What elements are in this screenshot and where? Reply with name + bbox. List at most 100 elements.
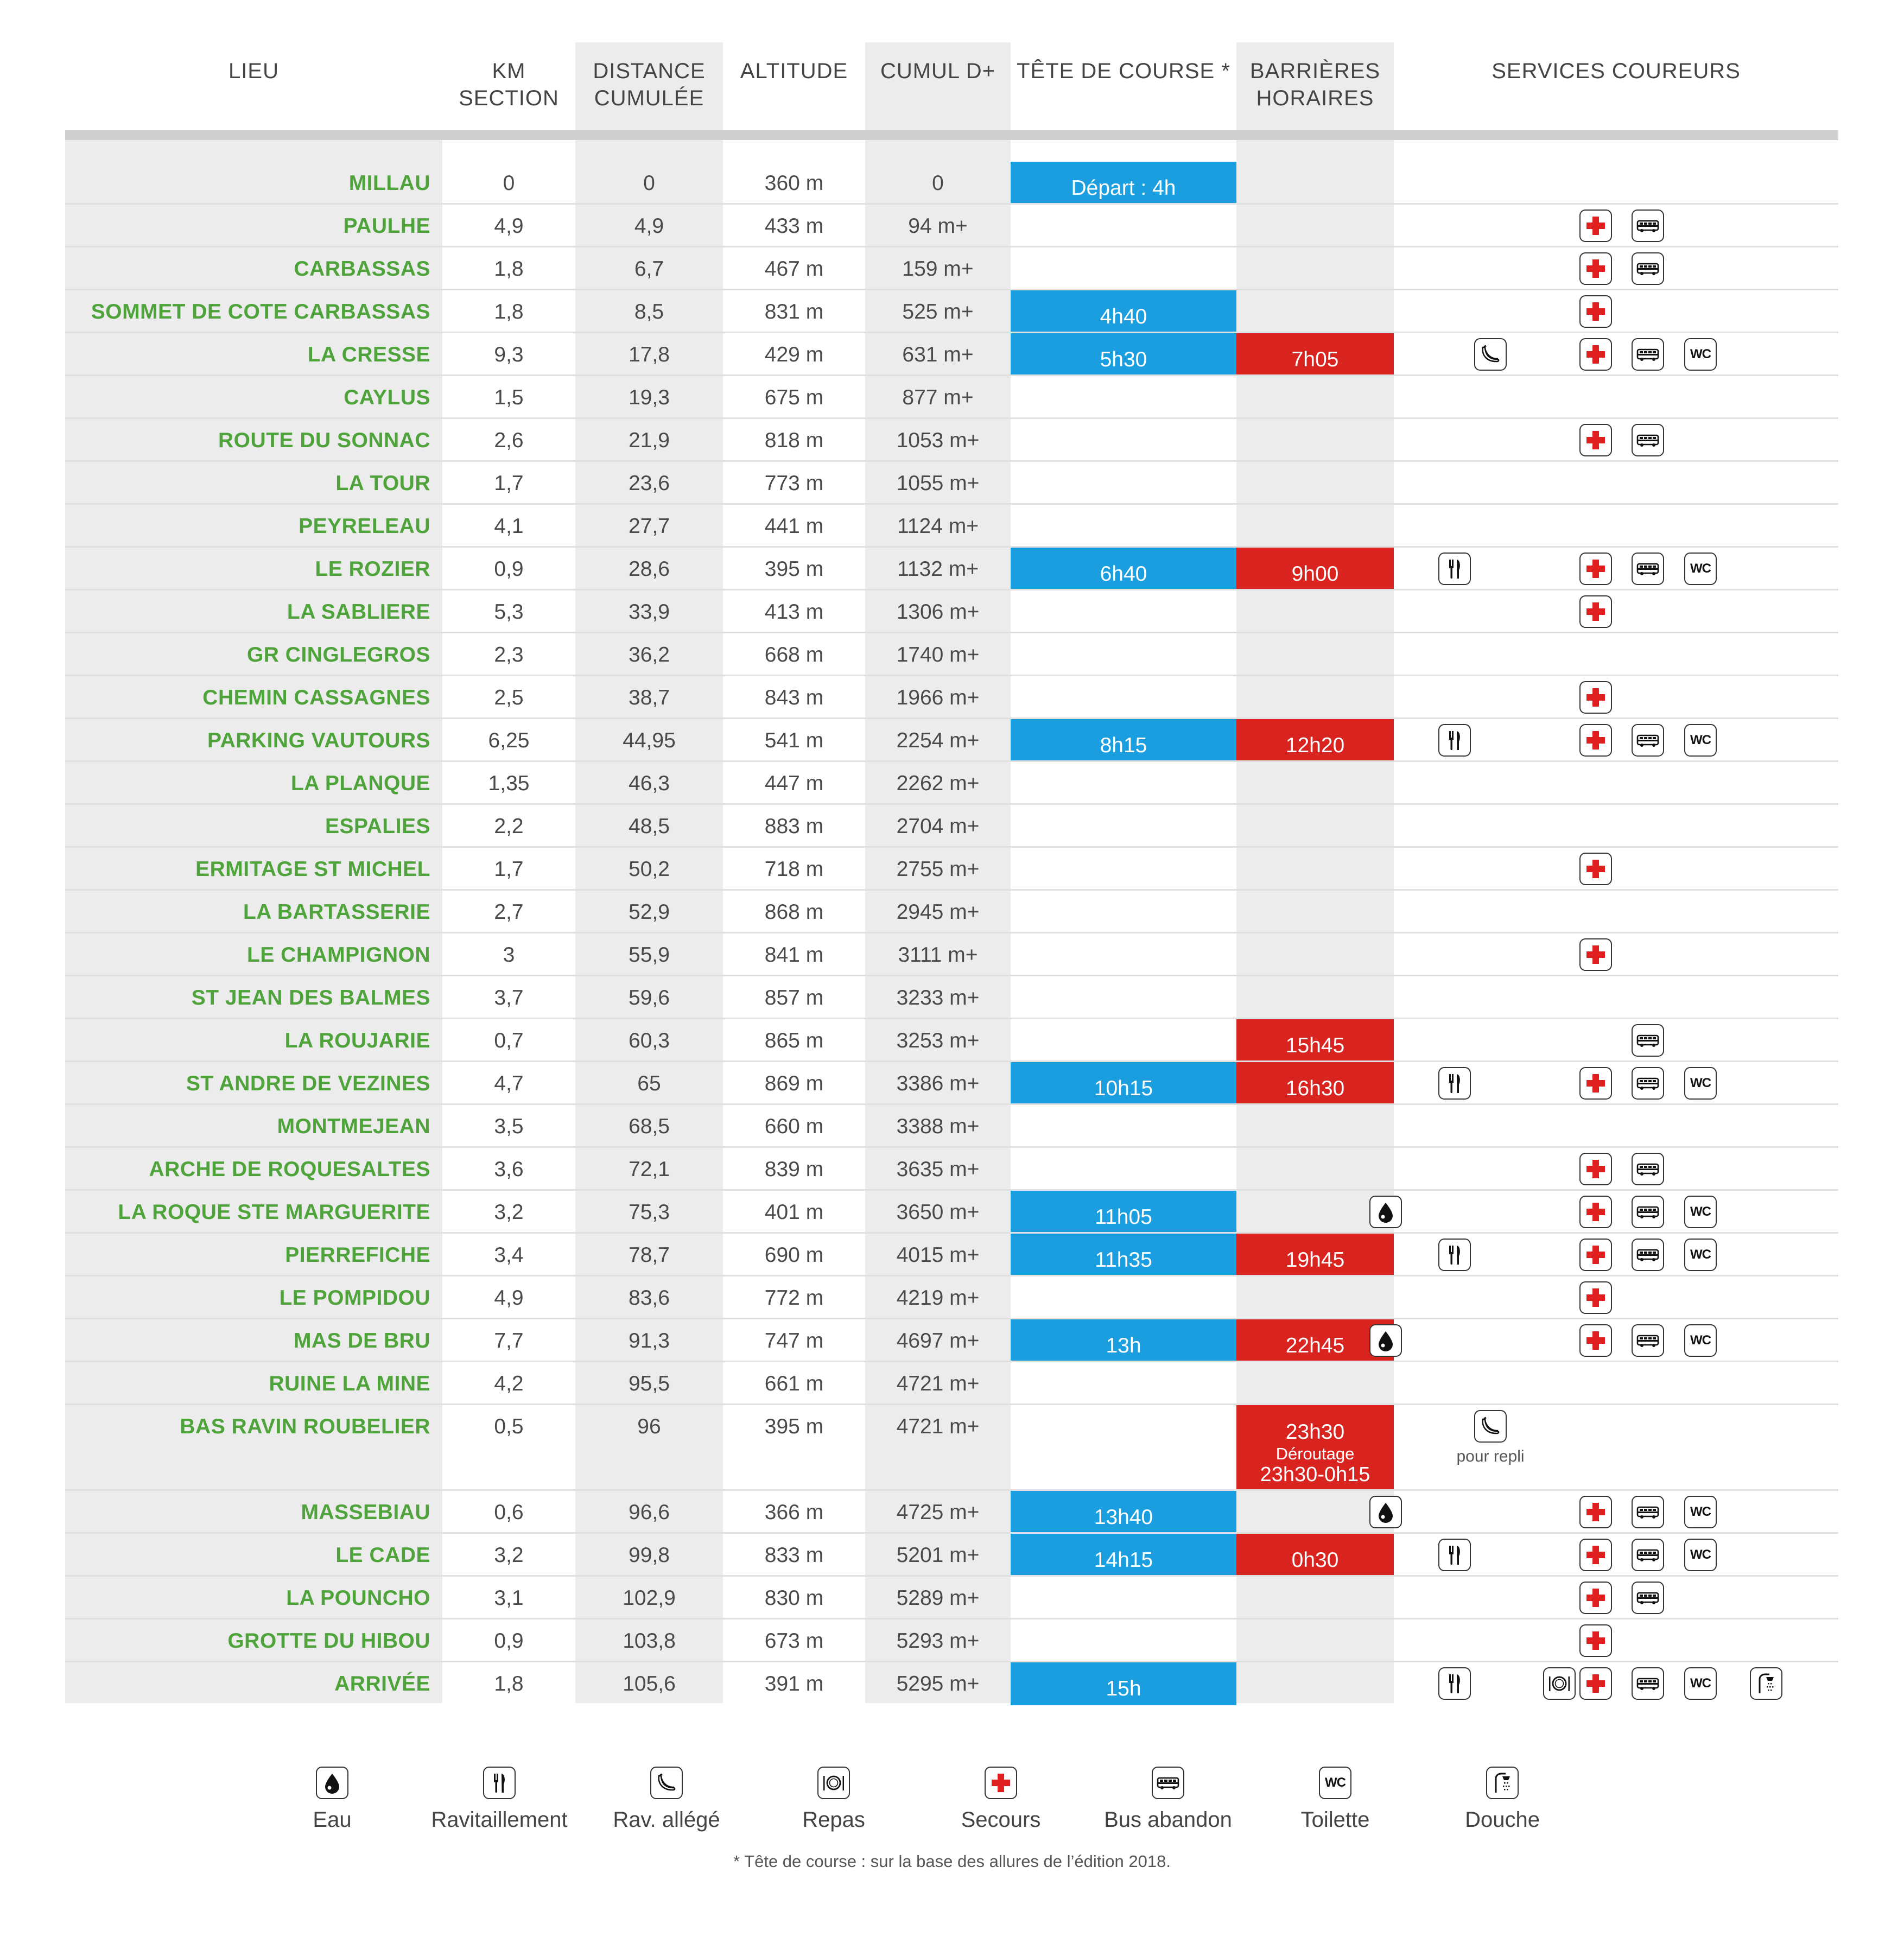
km-section-cell: 1,8: [494, 300, 524, 323]
secours-icon: [1579, 252, 1612, 285]
cumul-cell: 159 m+: [902, 257, 974, 281]
secours-icon: [1579, 1196, 1612, 1228]
tete-de-course-cell: [1011, 1276, 1236, 1319]
altitude-cell: 401 m: [764, 1201, 824, 1224]
distance-cell: 78,7: [629, 1243, 670, 1267]
secours-icon: [1579, 295, 1612, 328]
tete-de-course-time: 13h40: [1094, 1505, 1153, 1529]
wc-icon: WC: [1684, 1539, 1717, 1571]
distance-cell: 96: [637, 1415, 661, 1438]
altitude-cell: 718 m: [764, 858, 824, 881]
row-divider: [65, 675, 1838, 676]
distance-cell: 48,5: [629, 815, 670, 838]
distance-cell: 59,6: [629, 986, 670, 1009]
header-km-section: KM SECTION: [459, 59, 559, 110]
km-section-cell: 2,2: [494, 815, 524, 838]
barriere-time: 16h30: [1285, 1076, 1345, 1100]
allege-icon: [1474, 338, 1507, 371]
ravito-icon: [1438, 552, 1471, 585]
distance-cell: 95,5: [629, 1372, 670, 1395]
barriere-horaire-cell: [1236, 1105, 1394, 1148]
douche-icon: [1750, 1667, 1782, 1700]
tete-de-course-cell: 8h15: [1011, 719, 1236, 762]
row-divider: [65, 760, 1838, 762]
lieu-cell: LA SABLIERE: [287, 600, 430, 624]
table-header: LIEU KM SECTION DISTANCE CUMULÉE ALTITUD…: [65, 42, 1838, 130]
distance-cell: 28,6: [629, 557, 670, 581]
cumul-cell: 525 m+: [902, 300, 974, 323]
table-row: ESPALIES 2,2 48,5 883 m 2704 m+: [65, 805, 1838, 848]
wc-text: WC: [1690, 1333, 1711, 1348]
row-divider: [65, 1103, 1838, 1105]
barriere-horaire-cell: [1236, 805, 1394, 848]
altitude-cell: 830 m: [764, 1586, 824, 1610]
table-row: CHEMIN CASSAGNES 2,5 38,7 843 m 1966 m+: [65, 676, 1838, 719]
barriere-time: 12h20: [1285, 733, 1345, 757]
lieu-cell: LE ROZIER: [315, 557, 430, 581]
barriere-horaire-cell: 19h45: [1236, 1234, 1394, 1276]
secours-icon: [1579, 595, 1612, 628]
km-section-cell: 3,4: [494, 1243, 524, 1267]
altitude-cell: 395 m: [764, 557, 824, 581]
lieu-cell: GR CINGLEGROS: [246, 643, 430, 666]
distance-cell: 6,7: [634, 257, 664, 281]
table-row: SOMMET DE COTE CARBASSAS 1,8 8,5 831 m 525 m…: [65, 290, 1838, 333]
wc-text: WC: [1690, 1676, 1711, 1691]
row-divider: [65, 1060, 1838, 1062]
table-row: RUINE LA MINE 4,2 95,5 661 m 4721 m+: [65, 1362, 1838, 1405]
row-divider: [65, 203, 1838, 205]
table-row: LA CRESSE 9,3 17,8 429 m 631 m+ 5h30 7h05 WC: [65, 333, 1838, 376]
bus-icon: [1632, 1239, 1664, 1271]
secours-icon: [1579, 1067, 1612, 1100]
barriere-time: 23h30: [1285, 1420, 1345, 1444]
altitude-cell: 429 m: [764, 343, 824, 366]
table-row: MASSEBIAU 0,6 96,6 366 m 4725 m+ 13h40 WC: [65, 1491, 1838, 1534]
altitude-cell: 395 m: [764, 1415, 824, 1438]
bus-icon: [1632, 209, 1664, 242]
km-section-cell: 4,7: [494, 1072, 524, 1095]
distance-cell: 33,9: [629, 600, 670, 624]
barriere-horaire-cell: [1236, 1362, 1394, 1405]
ravito-icon: [1438, 1067, 1471, 1100]
distance-cell: 52,9: [629, 900, 670, 924]
barriere-horaire-cell: [1236, 290, 1394, 333]
row-divider: [65, 589, 1838, 590]
column-bg-lieu: [65, 140, 442, 1703]
distance-cell: 27,7: [629, 515, 670, 538]
legend-label: Douche: [1465, 1808, 1540, 1832]
distance-cell: 21,9: [629, 429, 670, 452]
barriere-horaire-cell: [1236, 891, 1394, 933]
tete-de-course-time: 13h: [1106, 1333, 1141, 1357]
lieu-cell: ST ANDRE DE VEZINES: [186, 1072, 430, 1095]
lieu-cell: RUINE LA MINE: [269, 1372, 430, 1395]
tete-de-course-time: 4h40: [1100, 304, 1147, 328]
bus-icon: [1632, 1153, 1664, 1185]
secours-icon: [1579, 552, 1612, 585]
tete-de-course-cell: 4h40: [1011, 290, 1236, 333]
lieu-cell: ST JEAN DES BALMES: [191, 986, 430, 1009]
ravito-icon: [1438, 1667, 1471, 1700]
bus-icon: [1632, 424, 1664, 456]
tete-de-course-cell: [1011, 891, 1236, 933]
tete-de-course-cell: 10h15: [1011, 1062, 1236, 1105]
altitude-cell: 868 m: [764, 900, 824, 924]
lieu-cell: ERMITAGE ST MICHEL: [195, 858, 430, 881]
secours-icon: [985, 1767, 1017, 1799]
secours-icon: [1579, 681, 1612, 714]
legend-item-allege: Rav. allégé: [580, 1767, 753, 1832]
tete-de-course-cell: 11h05: [1011, 1191, 1236, 1234]
secours-icon: [1579, 1496, 1612, 1528]
km-section-cell: 5,3: [494, 600, 524, 624]
lieu-cell: CAYLUS: [344, 386, 430, 409]
cumul-cell: 3111 m+: [898, 943, 978, 967]
wc-text: WC: [1690, 1076, 1711, 1090]
barriere-horaire-cell: [1236, 933, 1394, 976]
table-row: MAS DE BRU 7,7 91,3 747 m 4697 m+ 13h 22h45 WC: [65, 1319, 1838, 1362]
table-row: CAYLUS 1,5 19,3 675 m 877 m+: [65, 376, 1838, 419]
barriere-note: Déroutage: [1275, 1444, 1355, 1463]
tete-de-course-cell: [1011, 676, 1236, 719]
tete-de-course-cell: [1011, 1405, 1236, 1491]
secours-icon: [1579, 1281, 1612, 1314]
wc-text: WC: [1690, 1547, 1711, 1562]
tete-de-course-cell: [1011, 205, 1236, 247]
